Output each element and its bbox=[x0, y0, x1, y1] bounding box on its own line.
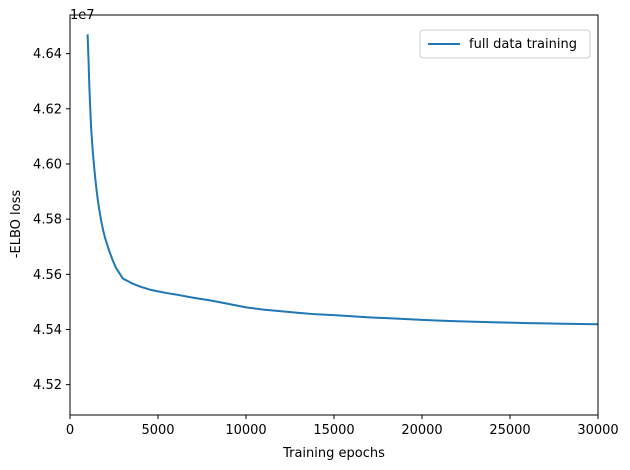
y-tick-label: 4.60 bbox=[33, 157, 62, 172]
series-line-0 bbox=[86, 34, 599, 326]
y-axis-ticks: 4.52 4.54 4.56 4.58 4.60 4.62 4.64 bbox=[33, 47, 70, 393]
x-axis-ticks: 0 5000 10000 15000 20000 25000 30000 bbox=[66, 415, 619, 438]
y-tick-label: 4.56 bbox=[33, 268, 62, 283]
y-tick-label: 4.62 bbox=[33, 102, 62, 117]
y-tick-label: 4.64 bbox=[33, 47, 62, 62]
x-tick-label: 30000 bbox=[577, 423, 618, 438]
x-tick-label: 5000 bbox=[141, 423, 174, 438]
series-layer bbox=[86, 34, 599, 326]
legend: full data training bbox=[419, 29, 591, 59]
legend-label: full data training bbox=[469, 37, 577, 52]
x-tick-label: 10000 bbox=[225, 423, 266, 438]
plot-frame bbox=[69, 14, 599, 416]
y-tick-label: 4.54 bbox=[33, 323, 62, 338]
x-tick-label: 0 bbox=[66, 423, 74, 438]
y-tick-label: 4.52 bbox=[33, 378, 62, 393]
y-multiplier-label: 1e7 bbox=[70, 8, 95, 23]
x-axis-label: Training epochs bbox=[282, 446, 385, 461]
legend-box bbox=[419, 29, 591, 59]
x-tick-label: 20000 bbox=[401, 423, 442, 438]
y-axis-label: -ELBO loss bbox=[9, 190, 24, 259]
y-tick-label: 4.58 bbox=[33, 213, 62, 228]
x-tick-label: 15000 bbox=[313, 423, 354, 438]
plot-background bbox=[70, 15, 598, 415]
x-tick-label: 25000 bbox=[489, 423, 530, 438]
